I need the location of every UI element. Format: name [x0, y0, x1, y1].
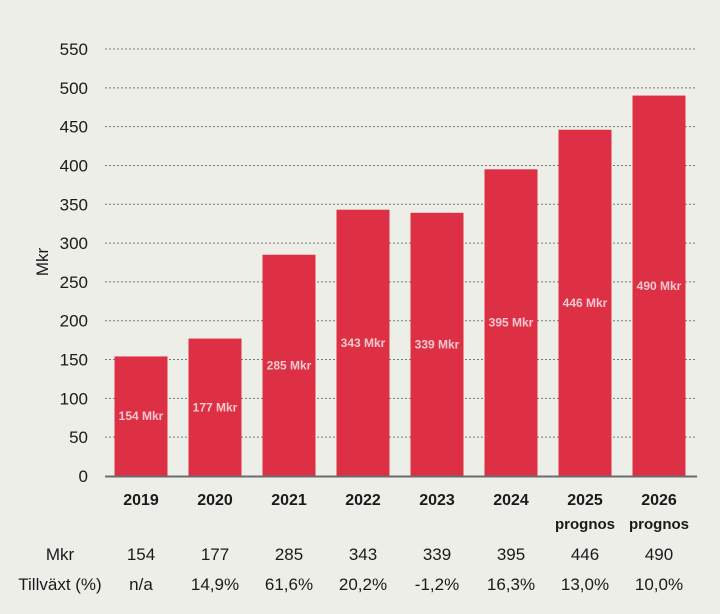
- y-axis-ticks: 0 50 100 150 200 250 300 350 400 450 500 550: [60, 40, 88, 486]
- x-tick-label: 2024: [493, 492, 529, 509]
- y-tick-label: 100: [60, 389, 88, 408]
- bar: [410, 212, 464, 476]
- y-tick-label: 550: [60, 40, 88, 59]
- bars: 154 Mkr 177 Mkr 285 Mkr 343 Mkr 339 Mkr 395 M…: [114, 95, 686, 476]
- y-tick-label: 300: [60, 234, 88, 253]
- bar: [262, 254, 316, 476]
- bar-data-label: 339 Mkr: [415, 337, 460, 351]
- bar-data-label: 154 Mkr: [119, 409, 164, 423]
- y-tick-label: 450: [60, 118, 88, 137]
- bar-data-label: 446 Mkr: [563, 296, 608, 310]
- bar: [114, 356, 168, 476]
- y-tick-label: 50: [69, 428, 88, 447]
- bar-data-label: 490 Mkr: [637, 279, 682, 293]
- table-cell: 446: [571, 545, 599, 564]
- table-cell: 154: [127, 545, 155, 564]
- y-tick-label: 200: [60, 312, 88, 331]
- x-tick-label: 2021: [271, 492, 307, 509]
- table-cell: -1,2%: [415, 575, 459, 594]
- bar-data-label: 285 Mkr: [267, 358, 312, 372]
- table-cell: 339: [423, 545, 451, 564]
- data-table: Mkr 154 177 285 343 339 395 446 490 Tillväxt (%) n…: [18, 545, 683, 594]
- bar: [188, 338, 242, 476]
- bar: [558, 129, 612, 476]
- x-tick-label: 2026: [641, 492, 677, 509]
- bar-data-label: 395 Mkr: [489, 316, 534, 330]
- x-tick-label: 2023: [419, 492, 455, 509]
- y-tick-label: 350: [60, 195, 88, 214]
- y-tick-label: 0: [79, 467, 88, 486]
- y-axis-label: Mkr: [33, 248, 52, 277]
- bar-data-label: 343 Mkr: [341, 336, 386, 350]
- table-cell: 13,0%: [561, 575, 609, 594]
- x-tick-label: 2020: [197, 492, 233, 509]
- table-cell: n/a: [129, 575, 153, 594]
- x-axis-categories: 2019 2020 2021 2022 2023 2024 2025 prognos 2026 p…: [123, 492, 689, 533]
- bar: [484, 169, 538, 476]
- table-row-header: Mkr: [46, 545, 75, 564]
- bar: [632, 95, 686, 476]
- bar: [336, 209, 390, 476]
- x-tick-sublabel: prognos: [629, 516, 689, 533]
- table-cell: 490: [645, 545, 673, 564]
- table-cell: 16,3%: [487, 575, 535, 594]
- table-cell: 343: [349, 545, 377, 564]
- y-tick-label: 150: [60, 351, 88, 370]
- x-tick-label: 2022: [345, 492, 381, 509]
- y-tick-label: 250: [60, 273, 88, 292]
- table-cell: 177: [201, 545, 229, 564]
- bar-data-label: 177 Mkr: [193, 400, 238, 414]
- table-cell: 61,6%: [265, 575, 313, 594]
- table-cell: 20,2%: [339, 575, 387, 594]
- table-cell: 395: [497, 545, 525, 564]
- y-tick-label: 500: [60, 79, 88, 98]
- x-tick-label: 2025: [567, 492, 603, 509]
- x-tick-sublabel: prognos: [555, 516, 615, 533]
- table-row-header: Tillväxt (%): [18, 575, 101, 594]
- table-cell: 14,9%: [191, 575, 239, 594]
- x-tick-label: 2019: [123, 492, 159, 509]
- table-cell: 285: [275, 545, 303, 564]
- y-tick-label: 400: [60, 156, 88, 175]
- table-cell: 10,0%: [635, 575, 683, 594]
